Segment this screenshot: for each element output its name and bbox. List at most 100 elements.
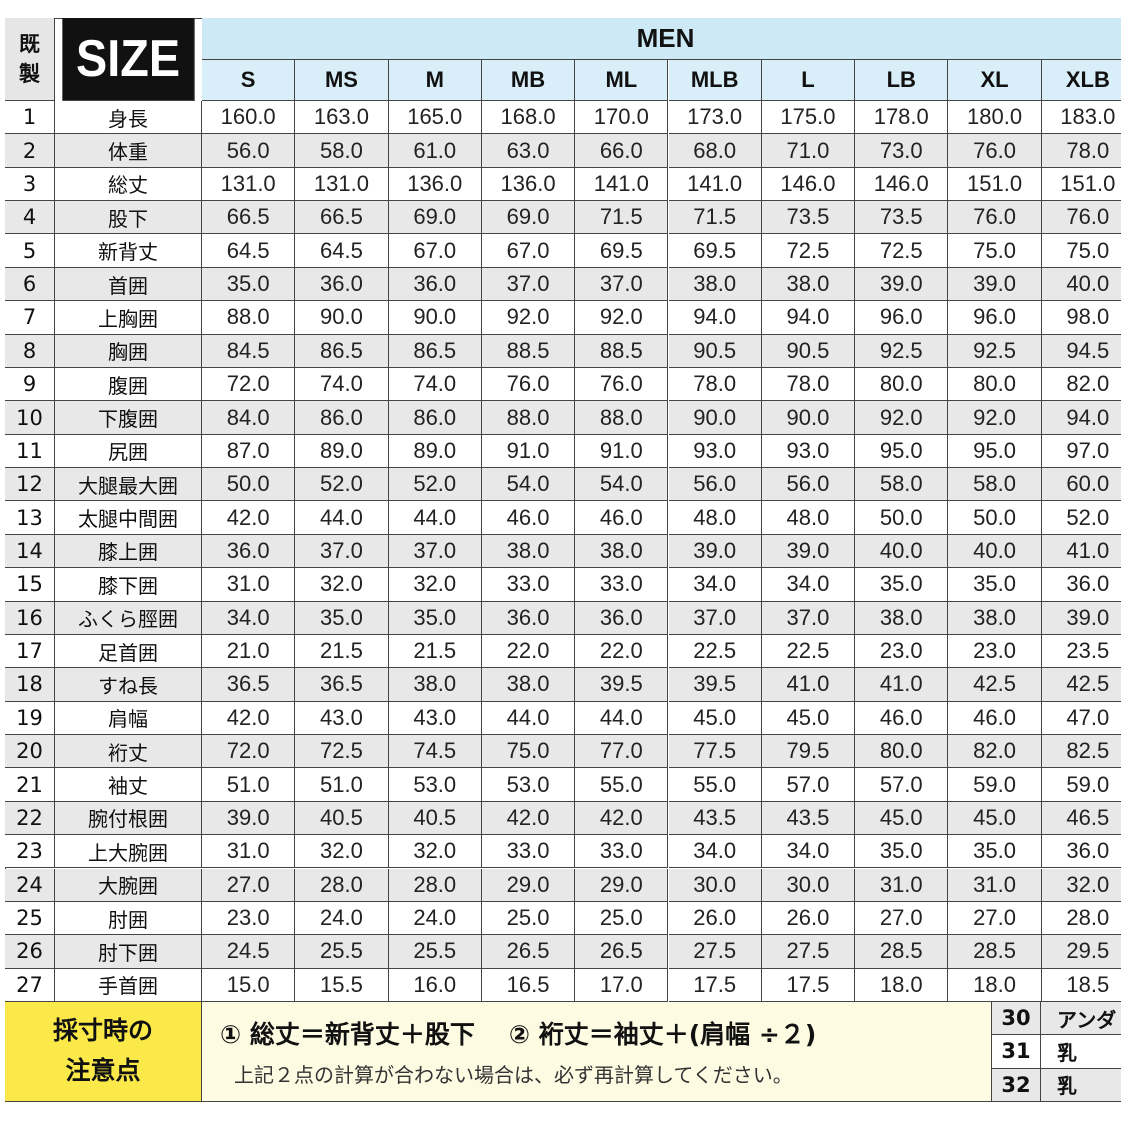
measure-value: 146.0 <box>855 167 949 202</box>
row-label: 体重 <box>55 134 202 168</box>
measure-value: 27.5 <box>668 935 762 969</box>
measure-value: 76.0 <box>948 134 1042 168</box>
measure-value: 47.0 <box>1041 701 1121 736</box>
measure-value: 34.0 <box>761 835 856 869</box>
measure-value: 91.0 <box>481 434 576 469</box>
measure-value: 36.0 <box>1041 835 1121 869</box>
measure-value: 94.0 <box>668 301 762 335</box>
measure-value: 69.0 <box>388 201 482 235</box>
row-number: 27 <box>5 968 55 1002</box>
measure-value: 94.5 <box>1041 334 1121 368</box>
row-label: 太腿中間囲 <box>55 501 202 535</box>
row-label: 尻囲 <box>55 434 202 469</box>
measure-value: 34.0 <box>668 835 762 869</box>
measure-value: 32.0 <box>1041 868 1121 902</box>
measure-value: 42.5 <box>948 668 1042 702</box>
measure-value: 38.0 <box>855 601 949 635</box>
measure-value: 50.0 <box>855 501 949 535</box>
measure-value: 175.0 <box>761 101 856 135</box>
measure-value: 73.5 <box>855 201 949 235</box>
measure-value: 36.0 <box>295 267 389 302</box>
measure-value: 58.0 <box>295 134 389 168</box>
measure-value: 48.0 <box>668 501 762 535</box>
row-number: 13 <box>5 501 55 535</box>
measure-value: 29.0 <box>481 868 576 902</box>
measure-value: 18.0 <box>948 968 1042 1002</box>
measure-value: 16.0 <box>388 968 482 1002</box>
measure-value: 39.0 <box>761 534 856 569</box>
measure-value: 69.0 <box>481 201 576 235</box>
measure-value: 92.5 <box>948 334 1042 368</box>
measure-value: 46.0 <box>481 501 576 535</box>
measure-value: 17.5 <box>761 968 856 1002</box>
measure-value: 56.0 <box>761 468 856 502</box>
measure-value: 37.0 <box>295 534 389 569</box>
measure-value: 75.0 <box>948 234 1042 268</box>
measure-value: 29.0 <box>575 868 669 902</box>
measure-value: 170.0 <box>575 101 669 135</box>
measure-value: 80.0 <box>855 367 949 402</box>
measure-value: 56.0 <box>202 134 296 168</box>
measure-value: 165.0 <box>388 101 482 135</box>
measure-value: 30.0 <box>761 868 856 902</box>
measure-value: 72.0 <box>202 367 296 402</box>
measure-value: 90.0 <box>388 301 482 335</box>
measure-value: 76.0 <box>481 367 576 402</box>
row-number: 18 <box>5 668 55 702</box>
measure-value: 93.0 <box>761 434 856 469</box>
row-label: 腕付根囲 <box>55 801 202 836</box>
measure-value: 74.0 <box>388 367 482 402</box>
formula: ① 総丈＝新背丈＋股下 <box>220 1019 475 1049</box>
measure-value: 96.0 <box>948 301 1042 335</box>
row-number: 8 <box>5 334 55 368</box>
measure-value: 44.0 <box>295 501 389 535</box>
measure-value: 40.0 <box>1041 267 1121 302</box>
measure-value: 23.5 <box>1041 634 1121 669</box>
measure-value: 31.0 <box>948 868 1042 902</box>
row-number: 12 <box>5 468 55 502</box>
row-number: 10 <box>5 401 55 435</box>
measure-value: 74.0 <box>295 367 389 402</box>
row-label: 新背丈 <box>55 234 202 268</box>
size-header: MB <box>481 60 576 101</box>
extra-row-label: アンダ <box>1041 1001 1121 1036</box>
measure-value: 82.5 <box>1041 735 1121 769</box>
measure-value: 41.0 <box>855 668 949 702</box>
measure-value: 39.0 <box>1041 601 1121 635</box>
measure-value: 92.0 <box>855 401 949 435</box>
measure-value: 93.0 <box>668 434 762 469</box>
measure-value: 98.0 <box>1041 301 1121 335</box>
measure-value: 28.5 <box>855 935 949 969</box>
measure-value: 87.0 <box>202 434 296 469</box>
size-header: S <box>202 60 296 101</box>
row-number: 4 <box>5 201 55 235</box>
measure-value: 23.0 <box>202 901 296 936</box>
measure-value: 75.0 <box>481 735 576 769</box>
measure-value: 39.0 <box>855 267 949 302</box>
measure-value: 42.5 <box>1041 668 1121 702</box>
measure-value: 35.0 <box>948 568 1042 602</box>
measure-value: 41.0 <box>1041 534 1121 569</box>
measure-value: 39.5 <box>575 668 669 702</box>
measure-value: 95.0 <box>948 434 1042 469</box>
measure-value: 76.0 <box>948 201 1042 235</box>
measure-value: 151.0 <box>948 167 1042 202</box>
row-number: 6 <box>5 267 55 302</box>
measure-value: 21.5 <box>295 634 389 669</box>
extra-row-number: 30 <box>992 1001 1041 1036</box>
measure-value: 36.0 <box>1041 568 1121 602</box>
row-number: 7 <box>5 301 55 335</box>
measure-value: 35.0 <box>855 568 949 602</box>
row-number: 3 <box>5 167 55 202</box>
measure-value: 94.0 <box>761 301 856 335</box>
measure-value: 82.0 <box>1041 367 1121 402</box>
corner-cell: 既製 <box>5 18 55 101</box>
measure-value: 92.0 <box>481 301 576 335</box>
measure-value: 29.5 <box>1041 935 1121 969</box>
row-number: 2 <box>5 134 55 168</box>
measure-value: 27.0 <box>948 901 1042 936</box>
measure-value: 17.5 <box>668 968 762 1002</box>
measure-value: 36.0 <box>481 601 576 635</box>
formula: ② 裄丈＝袖丈＋(肩幅 ÷２) <box>508 1019 817 1049</box>
measure-value: 66.5 <box>295 201 389 235</box>
